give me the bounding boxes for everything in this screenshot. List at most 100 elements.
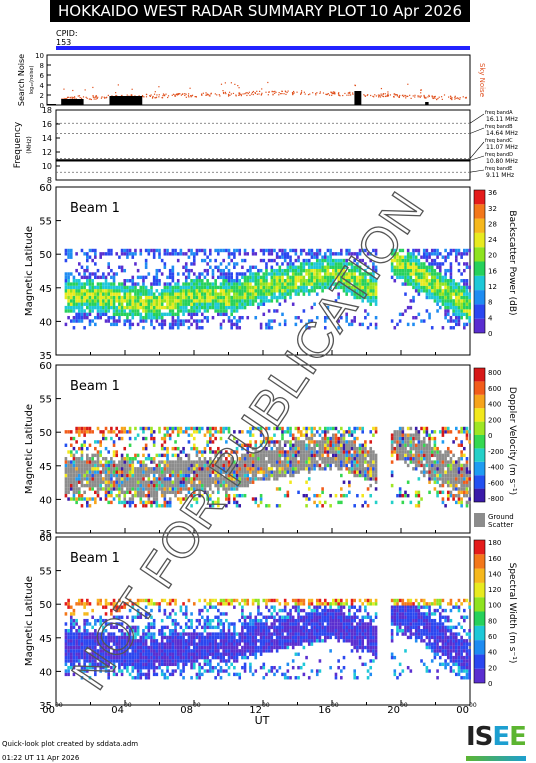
echo-cell (131, 309, 135, 313)
echo-cell (126, 655, 129, 660)
echo-cell (152, 255, 156, 259)
echo-cell (158, 487, 161, 491)
echo-cell (104, 302, 108, 306)
echo-cell (318, 268, 322, 273)
echo-cell (128, 312, 132, 317)
colorbar-segment (474, 408, 485, 422)
echo-cell (465, 457, 469, 461)
echo-cell (454, 315, 458, 320)
echo-cell (88, 645, 92, 650)
echo-cell (273, 460, 276, 464)
echo-cell (353, 450, 356, 454)
echo-cell (211, 292, 215, 296)
echo-cell (86, 639, 89, 643)
sky-noise-point (225, 93, 227, 95)
echo-cell (254, 463, 258, 468)
sky-noise-point (214, 93, 216, 95)
echo-cell (270, 285, 274, 290)
sky-noise-point (281, 90, 283, 92)
echo-cell (176, 285, 180, 290)
echo-cell (414, 248, 418, 253)
echo-cell (345, 312, 348, 317)
echo-cell (86, 305, 89, 310)
echo-cell (369, 275, 373, 280)
echo-cell (174, 319, 177, 323)
echo-cell (254, 285, 258, 290)
echo-cell (102, 635, 105, 640)
echo-cell (198, 302, 201, 306)
echo-cell (412, 295, 415, 300)
echo-cell (428, 433, 431, 437)
echo-cell (69, 295, 73, 300)
echo-cell (94, 248, 97, 253)
echo-cell (75, 463, 78, 468)
echo-cell (420, 460, 423, 464)
sky-noise-point (220, 83, 223, 85)
echo-cell (118, 315, 121, 320)
echo-cell (99, 602, 102, 606)
echo-cell (86, 315, 89, 320)
echo-cell (94, 642, 97, 646)
echo-cell (166, 252, 169, 256)
echo-cell (64, 477, 68, 481)
echo-cell (126, 460, 129, 464)
echo-cell (211, 480, 215, 484)
echo-cell (425, 309, 429, 313)
echo-cell (230, 272, 233, 276)
echo-cell (200, 248, 204, 253)
sky-noise-point (181, 93, 184, 95)
echo-cell (211, 460, 215, 464)
sky-noise-point (293, 92, 295, 94)
echo-cell (77, 430, 81, 434)
echo-cell (273, 473, 276, 478)
echo-cell (171, 430, 175, 434)
echo-cell (249, 457, 252, 461)
echo-cell (281, 436, 284, 441)
echo-cell (275, 473, 279, 478)
echo-cell (310, 319, 314, 323)
echo-cell (433, 282, 437, 286)
echo-cell (420, 457, 423, 461)
echo-cell (176, 272, 180, 276)
echo-cell (110, 632, 113, 636)
echo-cell (297, 460, 300, 464)
sky-noise-point (95, 95, 98, 97)
echo-cell (126, 480, 129, 484)
echo-cell (299, 450, 303, 454)
echo-cell (315, 275, 319, 280)
echo-cell (452, 493, 455, 498)
echo-cell (337, 453, 340, 458)
echo-cell (267, 248, 271, 253)
echo-cell (168, 275, 172, 280)
echo-cell (131, 493, 135, 498)
echo-cell (198, 487, 201, 491)
echo-cell (110, 305, 113, 310)
echo-cell (369, 295, 373, 300)
echo-cell (118, 302, 121, 306)
echo-cell (457, 460, 461, 464)
echo-cell (238, 430, 242, 434)
frequency-band-name: freq bandA (485, 110, 513, 116)
echo-cell (348, 275, 351, 280)
echo-cell (278, 275, 282, 280)
echo-cell (361, 292, 365, 296)
echo-cell (361, 289, 365, 293)
echo-cell (446, 430, 450, 434)
echo-cell (107, 262, 111, 266)
echo-cell (241, 315, 244, 320)
echo-cell (313, 268, 316, 273)
echo-cell (190, 504, 193, 508)
echo-cell (115, 252, 119, 256)
echo-cell (88, 272, 92, 276)
echo-cell (446, 483, 450, 488)
echo-cell (152, 305, 156, 310)
echo-cell (438, 467, 442, 471)
echo-cell (457, 305, 461, 310)
echo-cell (329, 446, 332, 451)
sky-noise-point (327, 93, 329, 95)
echo-cell (430, 460, 434, 464)
echo-cell (168, 487, 172, 491)
echo-cell (91, 615, 94, 619)
echo-cell (225, 477, 228, 481)
echo-cell (174, 477, 177, 481)
